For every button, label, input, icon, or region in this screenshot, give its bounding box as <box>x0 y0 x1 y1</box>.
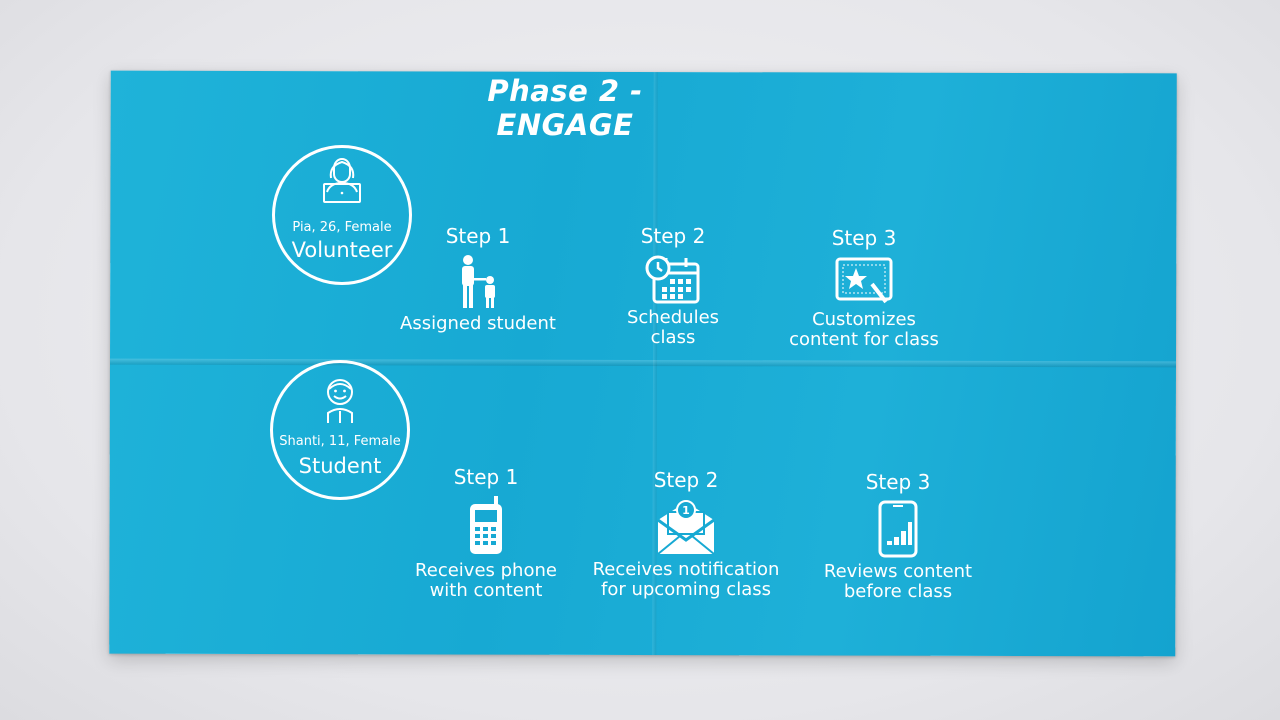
volunteer-step-2: Step 2 Schedules class <box>573 224 773 348</box>
student-step-3: Step 3 Reviews content before class <box>798 470 998 602</box>
woman-laptop-icon <box>323 158 361 203</box>
student-role: Student <box>298 454 382 478</box>
step-label: Step 3 <box>865 470 931 494</box>
step-description: Reviews content before class <box>823 561 973 602</box>
step-label: Step 1 <box>453 465 519 489</box>
student-step-1: Step 1 Receives phone with content <box>386 465 586 601</box>
phone-icon <box>470 496 502 554</box>
volunteer-step-1: Step 1 Assigned student <box>378 224 578 334</box>
step-description: Customizes content for class <box>789 309 939 350</box>
step-label: Step 3 <box>831 226 897 250</box>
svg-text:1: 1 <box>682 504 690 517</box>
volunteer-persona: Pia, 26, Female Volunteer <box>272 145 412 285</box>
volunteer-meta: Pia, 26, Female <box>292 220 392 235</box>
step-description: Receives notification for upcoming class <box>592 559 780 600</box>
volunteer-step-3: Step 3 Customizes content for class <box>764 226 964 350</box>
step-description: Receives phone with content <box>415 560 557 601</box>
step-label: Step 1 <box>445 224 511 248</box>
volunteer-role: Volunteer <box>291 238 393 262</box>
student-persona: Shanti, 11, Female Student <box>270 360 410 500</box>
tablet-star-icon <box>835 257 893 304</box>
parent-child-icon <box>462 255 495 308</box>
smartphone-chart-icon <box>878 500 918 558</box>
step-description: Schedules class <box>626 307 720 348</box>
student-step-2: Step 2 1 Receives notification for upcom… <box>586 468 786 600</box>
phase-title: Phase 2 - ENGAGE <box>487 74 643 142</box>
calendar-clock-icon <box>645 255 700 304</box>
step-description: Assigned student <box>400 313 556 334</box>
student-meta: Shanti, 11, Female <box>279 434 401 449</box>
envelope-notification-icon: 1 <box>657 500 715 555</box>
step-label: Step 2 <box>653 468 719 492</box>
step-label: Step 2 <box>640 224 706 248</box>
child-icon <box>327 379 353 423</box>
paper-fold-horizontal <box>109 358 1177 368</box>
